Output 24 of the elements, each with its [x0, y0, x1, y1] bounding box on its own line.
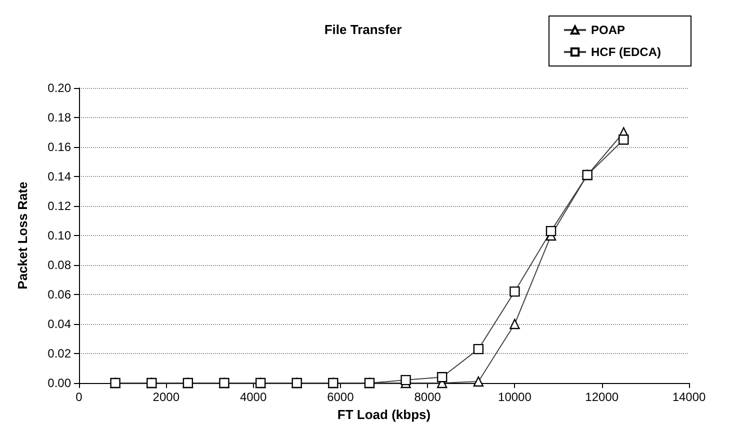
- x-tick-label: 4000: [240, 390, 267, 404]
- y-tick-label: 0.20: [48, 81, 72, 95]
- y-tick-label: 0.04: [48, 317, 72, 331]
- legend-label: HCF (EDCA): [591, 45, 662, 59]
- x-axis-title: FT Load (kbps): [337, 406, 431, 422]
- x-tick-label: 10000: [498, 390, 532, 404]
- y-tick-label: 0.16: [48, 140, 72, 154]
- y-axis-title: Packet Loss Rate: [15, 182, 30, 290]
- y-tick-label: 0.02: [48, 346, 72, 360]
- y-tick-label: 0.08: [48, 258, 72, 272]
- y-tick-label: 0.00: [48, 376, 72, 390]
- y-tick-label: 0.14: [48, 170, 72, 184]
- y-tick-label: 0.12: [48, 199, 72, 213]
- legend-label: POAP: [591, 23, 626, 37]
- x-tick-label: 12000: [585, 390, 619, 404]
- x-tick-label: 14000: [672, 390, 706, 404]
- x-tick-label: 6000: [327, 390, 354, 404]
- y-tick-label: 0.18: [48, 110, 72, 124]
- y-tick-label: 0.10: [48, 228, 72, 242]
- y-tick-label: 0.06: [48, 288, 72, 302]
- x-tick-label: 0: [76, 390, 83, 404]
- chart-title: File Transfer: [324, 22, 402, 37]
- x-tick-label: 2000: [152, 390, 180, 404]
- x-tick-label: 8000: [414, 390, 442, 404]
